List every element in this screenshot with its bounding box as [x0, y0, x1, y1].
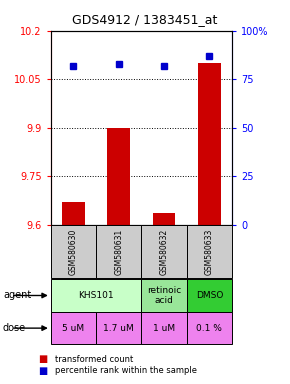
Text: GSM580630: GSM580630 — [69, 229, 78, 275]
Bar — [51, 225, 96, 278]
Text: 1.7 uM: 1.7 uM — [103, 324, 134, 333]
Text: 0.1 %: 0.1 % — [196, 324, 222, 333]
Text: KHS101: KHS101 — [78, 291, 114, 300]
Text: agent: agent — [3, 290, 31, 301]
Bar — [142, 225, 187, 278]
Text: ■: ■ — [38, 354, 47, 364]
Text: dose: dose — [3, 323, 26, 333]
Text: ■: ■ — [38, 366, 47, 376]
Text: 5 uM: 5 uM — [62, 324, 84, 333]
Text: 1 uM: 1 uM — [153, 324, 175, 333]
Text: GSM580633: GSM580633 — [205, 229, 214, 275]
Bar — [51, 279, 142, 312]
Bar — [142, 312, 187, 344]
Bar — [96, 225, 142, 278]
Bar — [107, 127, 130, 225]
Text: percentile rank within the sample: percentile rank within the sample — [55, 366, 197, 375]
Bar — [187, 312, 232, 344]
Bar — [142, 279, 187, 312]
Bar — [198, 63, 221, 225]
Bar — [187, 225, 232, 278]
Text: GDS4912 / 1383451_at: GDS4912 / 1383451_at — [72, 13, 218, 26]
Text: retinoic
acid: retinoic acid — [147, 286, 181, 305]
Text: GSM580632: GSM580632 — [160, 229, 168, 275]
Bar — [62, 202, 85, 225]
Text: DMSO: DMSO — [196, 291, 223, 300]
Bar — [187, 279, 232, 312]
Text: GSM580631: GSM580631 — [114, 229, 123, 275]
Bar — [51, 312, 96, 344]
Text: transformed count: transformed count — [55, 354, 133, 364]
Bar — [153, 214, 175, 225]
Bar — [96, 312, 142, 344]
